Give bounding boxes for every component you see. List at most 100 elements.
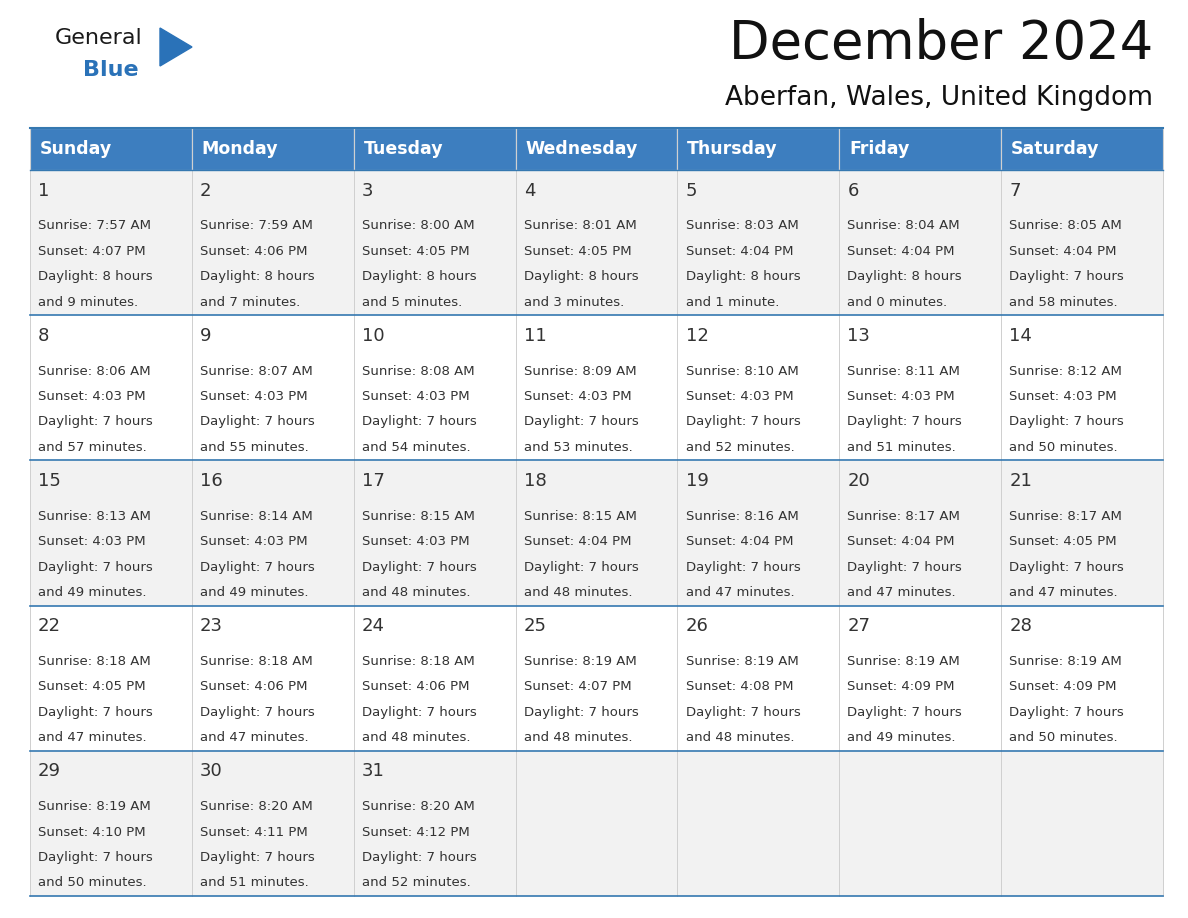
- Bar: [191, 751, 354, 896]
- Bar: [30, 170, 191, 315]
- Text: Sunset: 4:12 PM: Sunset: 4:12 PM: [362, 825, 469, 838]
- Text: Daylight: 7 hours: Daylight: 7 hours: [200, 851, 315, 864]
- Text: Sunrise: 8:20 AM: Sunrise: 8:20 AM: [200, 800, 312, 813]
- Text: 15: 15: [38, 472, 61, 490]
- Bar: [516, 751, 677, 896]
- Text: 29: 29: [38, 763, 61, 780]
- Text: Daylight: 7 hours: Daylight: 7 hours: [1010, 415, 1124, 429]
- Bar: [677, 751, 839, 896]
- Text: Sunset: 4:04 PM: Sunset: 4:04 PM: [1010, 245, 1117, 258]
- Text: 31: 31: [362, 763, 385, 780]
- Text: Sunrise: 8:10 AM: Sunrise: 8:10 AM: [685, 364, 798, 377]
- Text: and 55 minutes.: and 55 minutes.: [200, 441, 309, 453]
- Text: and 58 minutes.: and 58 minutes.: [1010, 296, 1118, 308]
- Text: Sunrise: 8:08 AM: Sunrise: 8:08 AM: [362, 364, 474, 377]
- Text: 5: 5: [685, 182, 697, 199]
- Text: and 5 minutes.: and 5 minutes.: [362, 296, 462, 308]
- Text: Daylight: 8 hours: Daylight: 8 hours: [685, 270, 801, 283]
- Text: Sunset: 4:03 PM: Sunset: 4:03 PM: [1010, 390, 1117, 403]
- Text: Sunrise: 8:05 AM: Sunrise: 8:05 AM: [1010, 219, 1121, 232]
- Text: Sunrise: 8:19 AM: Sunrise: 8:19 AM: [1010, 655, 1121, 668]
- Text: Daylight: 7 hours: Daylight: 7 hours: [1010, 706, 1124, 719]
- Text: 2: 2: [200, 182, 211, 199]
- Text: Daylight: 7 hours: Daylight: 7 hours: [362, 561, 476, 574]
- Text: General: General: [55, 28, 143, 48]
- Text: and 57 minutes.: and 57 minutes.: [38, 441, 147, 453]
- Text: Sunset: 4:11 PM: Sunset: 4:11 PM: [200, 825, 308, 838]
- Text: 11: 11: [524, 327, 546, 345]
- Text: Sunset: 4:04 PM: Sunset: 4:04 PM: [524, 535, 631, 548]
- Text: Sunset: 4:03 PM: Sunset: 4:03 PM: [847, 390, 955, 403]
- Text: Sunrise: 8:09 AM: Sunrise: 8:09 AM: [524, 364, 637, 377]
- Text: Monday: Monday: [202, 140, 278, 158]
- Bar: [839, 170, 1001, 315]
- Text: Sunset: 4:04 PM: Sunset: 4:04 PM: [685, 535, 794, 548]
- Text: Sunset: 4:05 PM: Sunset: 4:05 PM: [1010, 535, 1117, 548]
- Text: Daylight: 7 hours: Daylight: 7 hours: [200, 561, 315, 574]
- Text: Sunset: 4:03 PM: Sunset: 4:03 PM: [38, 390, 146, 403]
- Bar: [1001, 315, 1163, 461]
- Text: Wednesday: Wednesday: [525, 140, 638, 158]
- Text: and 50 minutes.: and 50 minutes.: [1010, 732, 1118, 744]
- Text: Daylight: 7 hours: Daylight: 7 hours: [1010, 270, 1124, 283]
- Text: 13: 13: [847, 327, 871, 345]
- Text: Sunrise: 8:07 AM: Sunrise: 8:07 AM: [200, 364, 312, 377]
- Text: and 49 minutes.: and 49 minutes.: [38, 586, 146, 599]
- Text: and 48 minutes.: and 48 minutes.: [524, 586, 632, 599]
- Bar: [191, 170, 354, 315]
- Text: and 0 minutes.: and 0 minutes.: [847, 296, 948, 308]
- Text: Sunset: 4:03 PM: Sunset: 4:03 PM: [38, 535, 146, 548]
- Text: Sunset: 4:10 PM: Sunset: 4:10 PM: [38, 825, 146, 838]
- Text: 8: 8: [38, 327, 50, 345]
- Polygon shape: [160, 28, 192, 66]
- Text: 20: 20: [847, 472, 870, 490]
- Bar: [191, 128, 354, 170]
- Bar: [354, 128, 516, 170]
- Text: Sunrise: 8:15 AM: Sunrise: 8:15 AM: [362, 509, 475, 522]
- Text: and 49 minutes.: and 49 minutes.: [200, 586, 309, 599]
- Text: Sunset: 4:06 PM: Sunset: 4:06 PM: [200, 245, 308, 258]
- Text: Sunrise: 8:06 AM: Sunrise: 8:06 AM: [38, 364, 151, 377]
- Text: 25: 25: [524, 617, 546, 635]
- Text: Daylight: 7 hours: Daylight: 7 hours: [362, 415, 476, 429]
- Text: Sunset: 4:03 PM: Sunset: 4:03 PM: [200, 535, 308, 548]
- Text: and 50 minutes.: and 50 minutes.: [38, 877, 146, 890]
- Bar: [30, 461, 191, 606]
- Text: 17: 17: [362, 472, 385, 490]
- Text: Sunrise: 8:14 AM: Sunrise: 8:14 AM: [200, 509, 312, 522]
- Text: and 54 minutes.: and 54 minutes.: [362, 441, 470, 453]
- Text: 23: 23: [200, 617, 223, 635]
- Text: Sunrise: 8:18 AM: Sunrise: 8:18 AM: [362, 655, 474, 668]
- Bar: [516, 170, 677, 315]
- Bar: [677, 128, 839, 170]
- Text: 7: 7: [1010, 182, 1020, 199]
- Text: Sunrise: 7:59 AM: Sunrise: 7:59 AM: [200, 219, 312, 232]
- Bar: [1001, 751, 1163, 896]
- Bar: [839, 606, 1001, 751]
- Text: Aberfan, Wales, United Kingdom: Aberfan, Wales, United Kingdom: [725, 85, 1154, 111]
- Text: Daylight: 7 hours: Daylight: 7 hours: [847, 415, 962, 429]
- Text: Sunrise: 8:20 AM: Sunrise: 8:20 AM: [362, 800, 474, 813]
- Text: Daylight: 7 hours: Daylight: 7 hours: [362, 706, 476, 719]
- Text: and 51 minutes.: and 51 minutes.: [200, 877, 309, 890]
- Text: and 48 minutes.: and 48 minutes.: [362, 732, 470, 744]
- Text: Sunrise: 8:19 AM: Sunrise: 8:19 AM: [38, 800, 151, 813]
- Text: Sunset: 4:05 PM: Sunset: 4:05 PM: [524, 245, 631, 258]
- Text: December 2024: December 2024: [728, 18, 1154, 70]
- Text: 6: 6: [847, 182, 859, 199]
- Bar: [516, 606, 677, 751]
- Text: Sunset: 4:06 PM: Sunset: 4:06 PM: [362, 680, 469, 693]
- Text: Daylight: 7 hours: Daylight: 7 hours: [1010, 561, 1124, 574]
- Text: and 47 minutes.: and 47 minutes.: [38, 732, 146, 744]
- Text: and 9 minutes.: and 9 minutes.: [38, 296, 138, 308]
- Bar: [354, 170, 516, 315]
- Bar: [516, 128, 677, 170]
- Text: and 47 minutes.: and 47 minutes.: [200, 732, 309, 744]
- Text: 27: 27: [847, 617, 871, 635]
- Text: Sunrise: 8:04 AM: Sunrise: 8:04 AM: [847, 219, 960, 232]
- Bar: [839, 461, 1001, 606]
- Text: Sunrise: 8:11 AM: Sunrise: 8:11 AM: [847, 364, 960, 377]
- Text: Sunset: 4:03 PM: Sunset: 4:03 PM: [685, 390, 794, 403]
- Text: 18: 18: [524, 472, 546, 490]
- Bar: [30, 128, 191, 170]
